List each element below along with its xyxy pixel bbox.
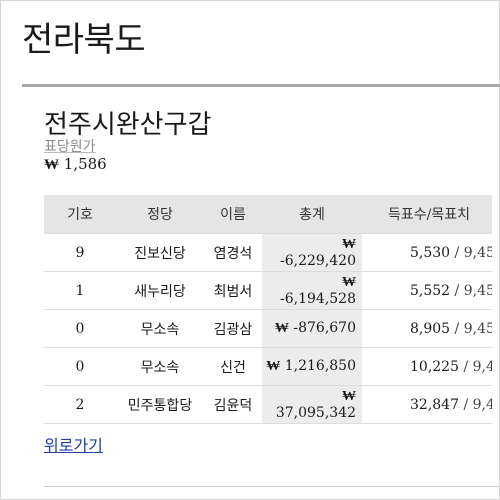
candidate-party: 민주통합당 bbox=[116, 385, 204, 424]
footer-divider bbox=[44, 486, 500, 487]
cost-per-vote-link[interactable]: 표당원가 bbox=[44, 139, 96, 155]
table-row: 2 민주통합당 김윤덕 ₩ 37,095,342 32,847 / 9,45 bbox=[44, 385, 492, 424]
candidate-number: 9 bbox=[44, 233, 116, 272]
table-header-row: 기호 정당 이름 총계 득표수/목표치 bbox=[44, 195, 492, 234]
candidate-total: ₩ -6,194,528 bbox=[262, 271, 362, 310]
candidate-votes: 5,552 / 9,45 bbox=[362, 271, 492, 310]
header-number: 기호 bbox=[44, 195, 116, 234]
candidate-party: 진보신당 bbox=[116, 233, 204, 272]
candidate-total: ₩ -6,229,420 bbox=[262, 233, 362, 272]
candidate-name: 김윤덕 bbox=[204, 385, 262, 424]
table-row: 0 무소속 신건 ₩ 1,216,850 10,225 / 9,45 bbox=[44, 347, 492, 386]
header-party: 정당 bbox=[116, 195, 204, 234]
results-table: 기호 정당 이름 총계 득표수/목표치 9 진보신당 염경석 ₩ -6,229,… bbox=[44, 195, 492, 424]
table-row: 0 무소속 김광삼 ₩ -876,670 8,905 / 9,45 bbox=[44, 309, 492, 348]
table-row: 9 진보신당 염경석 ₩ -6,229,420 5,530 / 9,45 bbox=[44, 233, 492, 272]
header-total: 총계 bbox=[262, 195, 362, 234]
header-name: 이름 bbox=[204, 195, 262, 234]
candidate-name: 신건 bbox=[204, 347, 262, 386]
back-to-top-link[interactable]: 위로가기 bbox=[44, 436, 103, 455]
candidate-votes: 8,905 / 9,45 bbox=[362, 309, 492, 348]
district-title: 전주시완산구갑 bbox=[44, 110, 212, 140]
candidate-name: 김광삼 bbox=[204, 309, 262, 348]
candidate-number: 1 bbox=[44, 271, 116, 310]
candidate-votes: 5,530 / 9,45 bbox=[362, 233, 492, 272]
table-row: 1 새누리당 최범서 ₩ -6,194,528 5,552 / 9,45 bbox=[44, 271, 492, 310]
candidate-number: 0 bbox=[44, 347, 116, 386]
title-divider bbox=[22, 84, 500, 87]
region-title: 전라북도 bbox=[22, 20, 146, 60]
candidate-total: ₩ -876,670 bbox=[262, 309, 362, 348]
candidate-name: 최범서 bbox=[204, 271, 262, 310]
candidate-party: 새누리당 bbox=[116, 271, 204, 310]
header-votes: 득표수/목표치 bbox=[362, 195, 492, 234]
candidate-votes: 32,847 / 9,45 bbox=[362, 385, 492, 424]
candidate-total: ₩ 37,095,342 bbox=[262, 385, 362, 424]
cost-per-vote-value: ₩ 1,586 bbox=[44, 155, 107, 174]
cost-amount: 1,586 bbox=[63, 155, 107, 173]
candidate-party: 무소속 bbox=[116, 347, 204, 386]
candidate-total: ₩ 1,216,850 bbox=[262, 347, 362, 386]
won-sign: ₩ bbox=[44, 155, 59, 173]
candidate-party: 무소속 bbox=[116, 309, 204, 348]
candidate-name: 염경석 bbox=[204, 233, 262, 272]
candidate-number: 0 bbox=[44, 309, 116, 348]
candidate-number: 2 bbox=[44, 385, 116, 424]
candidate-votes: 10,225 / 9,45 bbox=[362, 347, 492, 386]
